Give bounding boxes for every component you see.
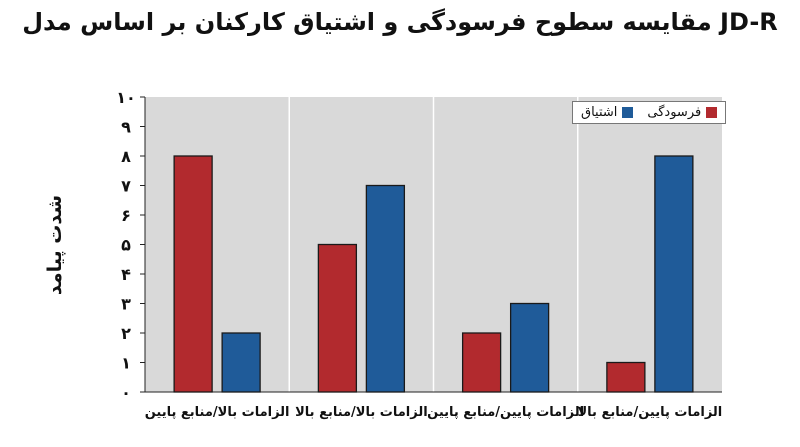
- y-tick-label: ۱۰: [116, 88, 136, 107]
- y-tick-label: ۳: [121, 295, 131, 314]
- legend-swatch-engagement: [622, 107, 634, 118]
- bar-burnout: [317, 243, 358, 393]
- y-tick-label: ۰: [121, 383, 131, 402]
- x-tick-label: الزامات بالا/منابع پایین: [145, 405, 290, 420]
- bar-engagement: [654, 155, 694, 393]
- x-tick-label: الزامات بالا/منابع بالا: [295, 405, 428, 420]
- legend-item-burnout: فرسودگی: [647, 105, 718, 120]
- legend: فرسودگی اشتیاق: [572, 101, 727, 124]
- legend-swatch-burnout: [706, 107, 718, 118]
- bar-burnout: [173, 155, 213, 393]
- y-tick-label: ۴: [121, 265, 131, 284]
- y-tick-label: ۲: [121, 324, 131, 343]
- y-tick-label: ۸: [121, 147, 131, 166]
- y-tick-label: ۹: [121, 118, 131, 137]
- x-tick-label: الزامات پایین/منابع پایین: [427, 405, 584, 420]
- y-tick-label: ۶: [121, 206, 131, 225]
- chart-title: مقایسه سطوح فرسودگی و اشتیاق کارکنان بر …: [22, 8, 778, 36]
- legend-label-engagement: اشتیاق: [581, 105, 618, 120]
- y-tick-label: ۷: [121, 177, 131, 196]
- bar-engagement: [509, 302, 550, 393]
- y-tick-label: ۱: [121, 354, 131, 373]
- bar-engagement: [221, 332, 261, 393]
- bar-engagement: [365, 184, 406, 393]
- bar-burnout: [461, 332, 502, 393]
- legend-item-engagement: اشتیاق: [581, 105, 634, 120]
- bar-burnout: [606, 361, 646, 393]
- legend-label-burnout: فرسودگی: [647, 105, 702, 120]
- y-tick-label: ۵: [121, 236, 131, 255]
- x-tick-label: الزامات پایین/منابع بالا: [577, 405, 722, 420]
